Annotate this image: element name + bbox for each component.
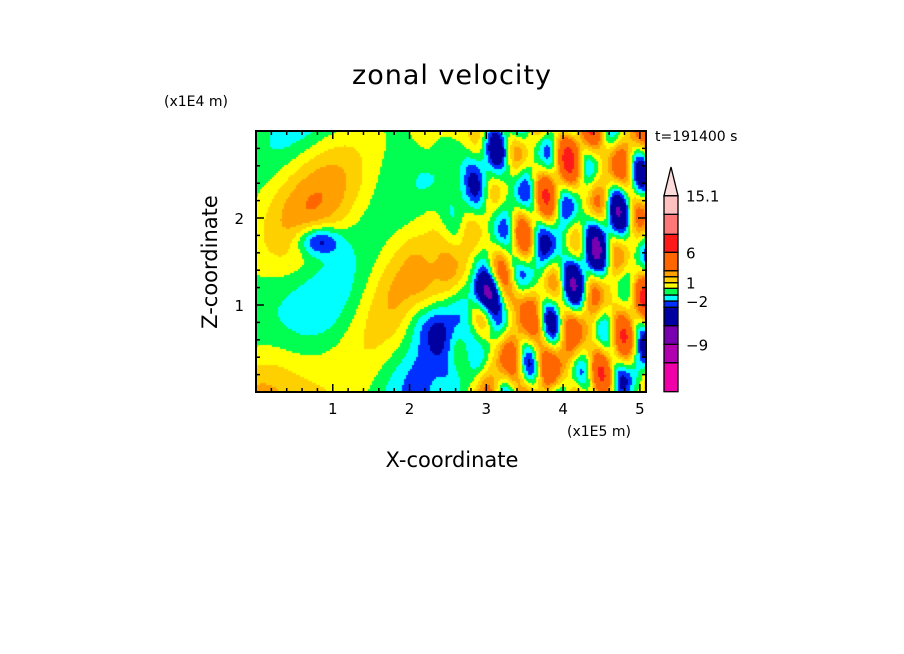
- colorbar-segment: [663, 325, 679, 345]
- colorbar-segment: [663, 213, 679, 235]
- x-axis-unit: (x1E5 m): [567, 424, 631, 440]
- colorbar-label: 15.1: [686, 188, 719, 206]
- colorbar-segment: [663, 195, 679, 215]
- chart-title: zonal velocity: [352, 60, 552, 91]
- plot-frame: [255, 130, 647, 393]
- time-label: t=191400 s: [655, 129, 738, 145]
- colorbar-segment: [663, 294, 679, 302]
- colorbar-segment: [663, 276, 679, 284]
- y-axis-unit: (x1E4 m): [164, 94, 228, 110]
- colorbar-label: −9: [686, 336, 708, 354]
- x-tick-label: 3: [482, 400, 492, 418]
- y-tick-label: 2: [234, 210, 244, 228]
- colorbar-segment: [663, 282, 679, 289]
- colorbar-label: −2: [686, 293, 708, 311]
- colorbar-label: 1: [686, 275, 696, 293]
- colorbar-segment: [663, 362, 679, 393]
- colorbar-segment: [663, 343, 679, 364]
- velocity-field: [256, 131, 646, 392]
- colorbar-segment: [663, 300, 679, 308]
- x-tick-label: 1: [328, 400, 338, 418]
- colorbar-segment: [663, 233, 679, 253]
- colorbar-segment: [663, 251, 679, 272]
- colorbar-label: 6: [686, 244, 696, 262]
- colorbar-segment: [663, 306, 679, 327]
- x-tick-label: 2: [405, 400, 415, 418]
- colorbar-segment: [663, 270, 679, 278]
- colorbar-extend-triangle: [663, 166, 679, 197]
- y-tick-label: 1: [234, 297, 244, 315]
- colorbar-segment: [663, 287, 679, 296]
- x-axis-label: X-coordinate: [385, 448, 519, 472]
- x-tick-label: 4: [558, 400, 568, 418]
- x-tick-label: 5: [635, 400, 645, 418]
